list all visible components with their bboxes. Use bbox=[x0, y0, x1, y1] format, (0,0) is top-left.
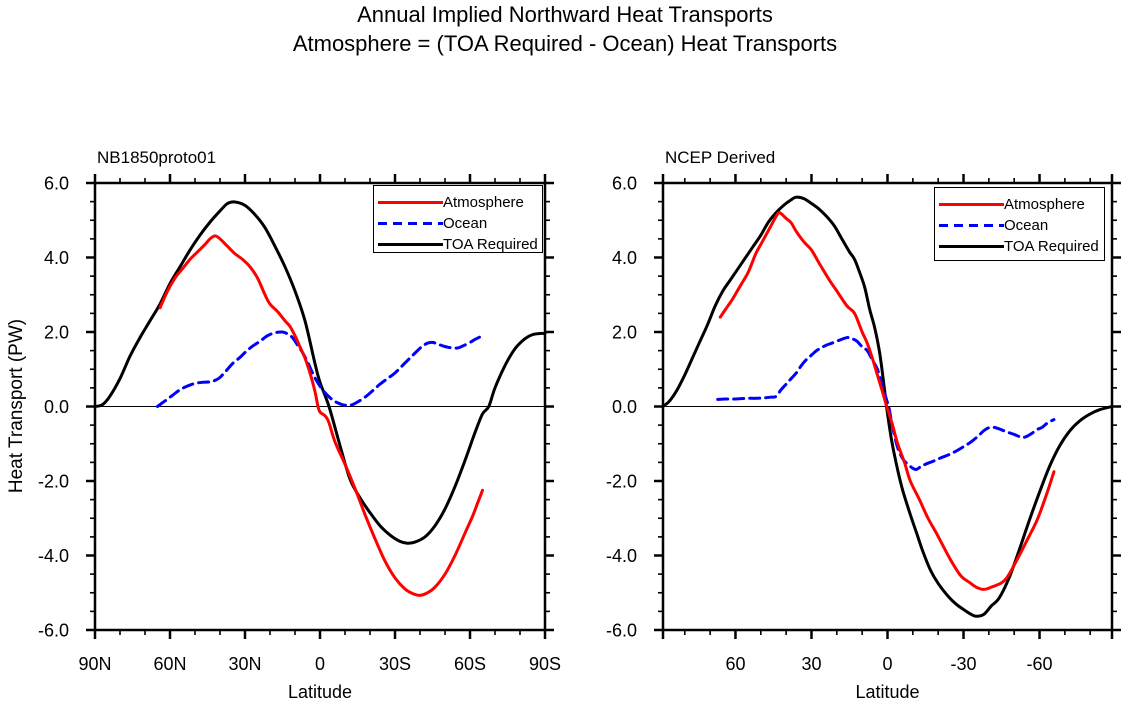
x-tick-label: 90S bbox=[529, 654, 561, 674]
right-panel-title: NCEP Derived bbox=[665, 148, 776, 167]
atmosphere-curve bbox=[718, 211, 1056, 591]
legend-row: Ocean bbox=[374, 213, 542, 234]
legend-label: Atmosphere bbox=[1004, 196, 1085, 213]
x-tick-label: 0 bbox=[882, 654, 892, 674]
ocean-line-sample bbox=[939, 224, 1004, 227]
legend-label: Atmosphere bbox=[443, 194, 524, 211]
y-tick-label: 6.0 bbox=[612, 174, 637, 194]
left-panel-title: NB1850proto01 bbox=[97, 148, 217, 167]
x-tick-label: 0 bbox=[315, 654, 325, 674]
ocean-line-sample bbox=[378, 222, 443, 225]
legend-label: Ocean bbox=[1004, 217, 1049, 234]
y-axis-title: Heat Transport (PW) bbox=[6, 318, 27, 494]
main-title: Annual Implied Northward Heat Transports bbox=[357, 2, 773, 27]
legend-row: Ocean bbox=[935, 215, 1104, 236]
y-tick-label: 2.0 bbox=[44, 323, 69, 343]
y-tick-label: 0.0 bbox=[612, 397, 637, 417]
right-x-axis-title: Latitude bbox=[855, 682, 920, 702]
toa-required-line-sample bbox=[939, 245, 1004, 248]
x-tick-label: 60S bbox=[454, 654, 486, 674]
y-tick-label: -4.0 bbox=[38, 546, 69, 566]
x-tick-label: -30 bbox=[951, 654, 977, 674]
right-legend: Atmosphere Ocean TOA Required bbox=[934, 187, 1105, 261]
ocean-curve bbox=[156, 330, 484, 408]
y-tick-label: 4.0 bbox=[612, 248, 637, 268]
y-tick-label: -2.0 bbox=[38, 472, 69, 492]
legend-label: TOA Required bbox=[443, 236, 538, 253]
y-tick-label: 6.0 bbox=[44, 174, 69, 194]
left-legend: Atmosphere Ocean TOA Required bbox=[373, 185, 543, 253]
y-tick-label: 0.0 bbox=[44, 397, 69, 417]
legend-label: Ocean bbox=[443, 215, 488, 232]
atmosphere-curve bbox=[158, 234, 484, 597]
x-tick-label: -60 bbox=[1027, 654, 1053, 674]
y-tick-label: 2.0 bbox=[612, 323, 637, 343]
legend-row: TOA Required bbox=[374, 234, 542, 255]
ocean-curve bbox=[716, 336, 1056, 471]
y-tick-label: -2.0 bbox=[606, 472, 637, 492]
legend-row: Atmosphere bbox=[935, 194, 1104, 215]
x-tick-label: 30 bbox=[801, 654, 821, 674]
sub-title: Atmosphere = (TOA Required - Ocean) Heat… bbox=[292, 31, 838, 56]
x-tick-label: 60N bbox=[153, 654, 186, 674]
legend-row: Atmosphere bbox=[374, 192, 542, 213]
y-tick-label: -4.0 bbox=[606, 546, 637, 566]
y-tick-label: -6.0 bbox=[38, 621, 69, 641]
x-tick-label: 30S bbox=[379, 654, 411, 674]
legend-row: TOA Required bbox=[935, 236, 1104, 257]
y-tick-label: -6.0 bbox=[606, 621, 637, 641]
atmosphere-line-sample bbox=[378, 201, 443, 204]
y-tick-label: 4.0 bbox=[44, 248, 69, 268]
atmosphere-line-sample bbox=[939, 203, 1004, 206]
legend-label: TOA Required bbox=[1004, 238, 1099, 255]
toa-required-line-sample bbox=[378, 243, 443, 246]
left-panel-plot: -6.0 -4.0 -2.0 0.0 2.0 4.0 6.0 90N 60N 30N 0 30S 60S… bbox=[38, 174, 561, 675]
toa-required-curve bbox=[661, 195, 1114, 618]
x-tick-label: 90N bbox=[78, 654, 111, 674]
x-tick-label: 30N bbox=[228, 654, 261, 674]
left-x-axis-title: Latitude bbox=[287, 682, 353, 702]
right-panel-plot: -6.0 -4.0 -2.0 0.0 2.0 4.0 6.0 60 30 0 -30 -60 bbox=[606, 174, 1121, 674]
x-tick-label: 60 bbox=[725, 654, 745, 674]
